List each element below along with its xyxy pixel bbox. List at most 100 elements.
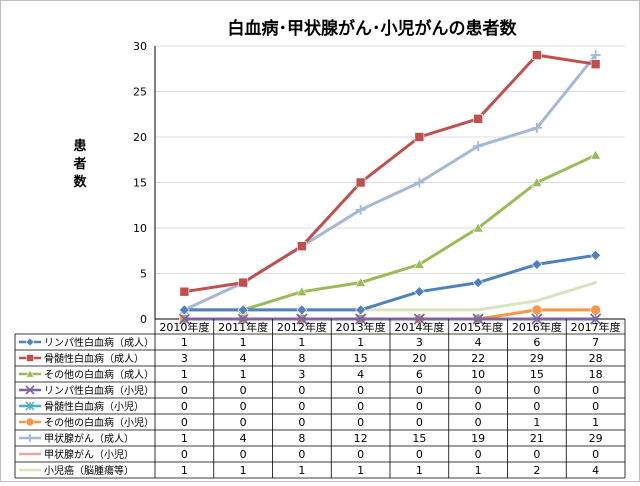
x-tick-label: 2010年度 [159,320,209,334]
table-cell-value: 4 [240,432,247,445]
table-cell-value: 0 [240,416,247,429]
data-point-marker [355,313,367,325]
data-point-marker [473,141,484,152]
data-point-marker [26,434,34,442]
table-cell-value: 0 [298,384,305,397]
table-cell-value: 1 [475,464,482,477]
data-point-marker [590,304,601,316]
table-cell-value: 1 [416,464,423,477]
table-cell-value: 1 [357,464,364,477]
data-point-marker [238,277,248,288]
table-cell-value: 1 [240,464,247,477]
data-point-marker [25,337,35,347]
table-row: 甲状腺がん（小児） 0 0 0 0 0 0 0 0 [19,448,599,461]
data-point-marker [26,354,34,362]
series-path [182,53,598,294]
table-cell-value: 0 [357,384,364,397]
data-point-marker [531,258,543,270]
data-point-marker [590,50,601,61]
table-cell-value: 7 [592,336,599,349]
table-cell-value: 1 [181,464,188,477]
data-point-marker [531,313,543,325]
x-tick-label: 2013年度 [336,320,386,334]
table-cell-value: 1 [240,368,247,381]
table-cell-value: 18 [589,368,603,381]
table-cell-value: 0 [533,384,540,397]
table-row: 甲状腺がん（成人） 1 4 8 12 15 19 21 29 [19,432,603,445]
table-row: 骨髄性白血病（成人） 3 4 8 15 20 22 29 28 [19,352,603,365]
table-cell-value: 0 [416,448,423,461]
table-cell-value: 0 [240,384,247,397]
legend-label: その他の白血病（小児） [44,416,154,429]
y-tick-label: 30 [133,40,147,53]
data-table: 2010年度 2011年度 2012年度 2013年度 2014年度 2015年度 2016… [14,319,626,479]
table-cell-value: 0 [475,384,482,397]
data-point-marker [237,304,249,316]
table-cell-value: 4 [357,368,364,381]
legend-label: リンパ性白血病（小児） [44,384,154,397]
table-cell-value: 1 [181,368,188,381]
data-point-marker [472,313,484,325]
legend-label: 小児癌（脳腫瘍等） [44,464,134,477]
table-cell-value: 10 [471,368,485,381]
table-cell-value: 0 [416,416,423,429]
table-cell-value: 0 [592,384,599,397]
y-tick-label: 10 [133,222,147,235]
legend-label: リンパ性白血病（成人） [44,336,154,349]
table-row: 骨髄性白血病（小児） 0 0 0 0 0 0 0 0 [19,400,599,413]
table-cell-value: 6 [533,336,540,349]
series-path [182,253,598,312]
table-cell-value: 0 [240,448,247,461]
table-cell-value: 1 [240,336,247,349]
table-cell-value: 0 [533,400,540,413]
table-cell-value: 0 [298,416,305,429]
table-cell-value: 0 [298,400,305,413]
table-cell-value: 0 [533,448,540,461]
table-cell-value: 0 [181,384,188,397]
table-cell-value: 0 [592,400,599,413]
table-cell-value: 1 [298,464,305,477]
table-cell-value: 29 [589,432,603,445]
data-point-marker [472,277,484,289]
x-tick-label: 2016年度 [512,320,562,334]
table-cell-value: 0 [181,416,188,429]
y-axis-label-char: 数 [73,174,87,190]
table-row: リンパ性白血病（成人） 1 1 1 1 3 4 6 7 [19,336,599,349]
legend-label: 甲状腺がん（小児） [44,448,134,461]
table-cell-value: 20 [412,352,426,365]
table-cell-value: 0 [416,384,423,397]
table-cell-value: 15 [530,368,544,381]
y-tick-label: 15 [133,177,147,190]
data-point-marker [413,258,425,269]
table-cell-value: 15 [412,432,426,445]
data-point-marker [355,304,367,316]
table-cell-value: 1 [298,336,305,349]
table-cell-value: 0 [592,448,599,461]
x-tick-label: 2011年度 [218,320,268,334]
table-cell-value: 0 [357,416,364,429]
legend-label: その他の白血病（成人） [44,368,154,381]
table-cell-value: 1 [181,336,188,349]
table-cell-value: 0 [357,400,364,413]
table-cell-value: 4 [475,336,482,349]
data-point-marker [473,114,483,124]
table-row: 小児癌（脳腫瘍等） 1 1 1 1 1 1 2 4 [19,464,599,477]
data-point-marker [25,369,35,378]
data-point-marker [25,385,35,395]
chart-title: 白血病･甲状腺がん･小児がんの患者数 [228,18,518,39]
table-cell-value: 4 [240,352,247,365]
table-cell-value: 0 [240,400,247,413]
table-cell-value: 0 [416,400,423,413]
table-cell-value: 22 [471,352,485,365]
table-row: リンパ性白血病（小児） 0 0 0 0 0 0 0 0 [19,384,599,397]
table-cell-value: 1 [592,416,599,429]
table-cell-value: 8 [298,432,305,445]
table-cell-value: 0 [181,448,188,461]
table-cell-value: 2 [533,464,540,477]
table-cell-value: 0 [357,448,364,461]
table-cell-value: 0 [298,448,305,461]
table-cell-value: 8 [298,352,305,365]
y-axis-label: 患者数 [72,138,87,190]
data-point-marker [178,313,190,325]
legend-label: 骨髄性白血病（小児） [44,400,144,413]
